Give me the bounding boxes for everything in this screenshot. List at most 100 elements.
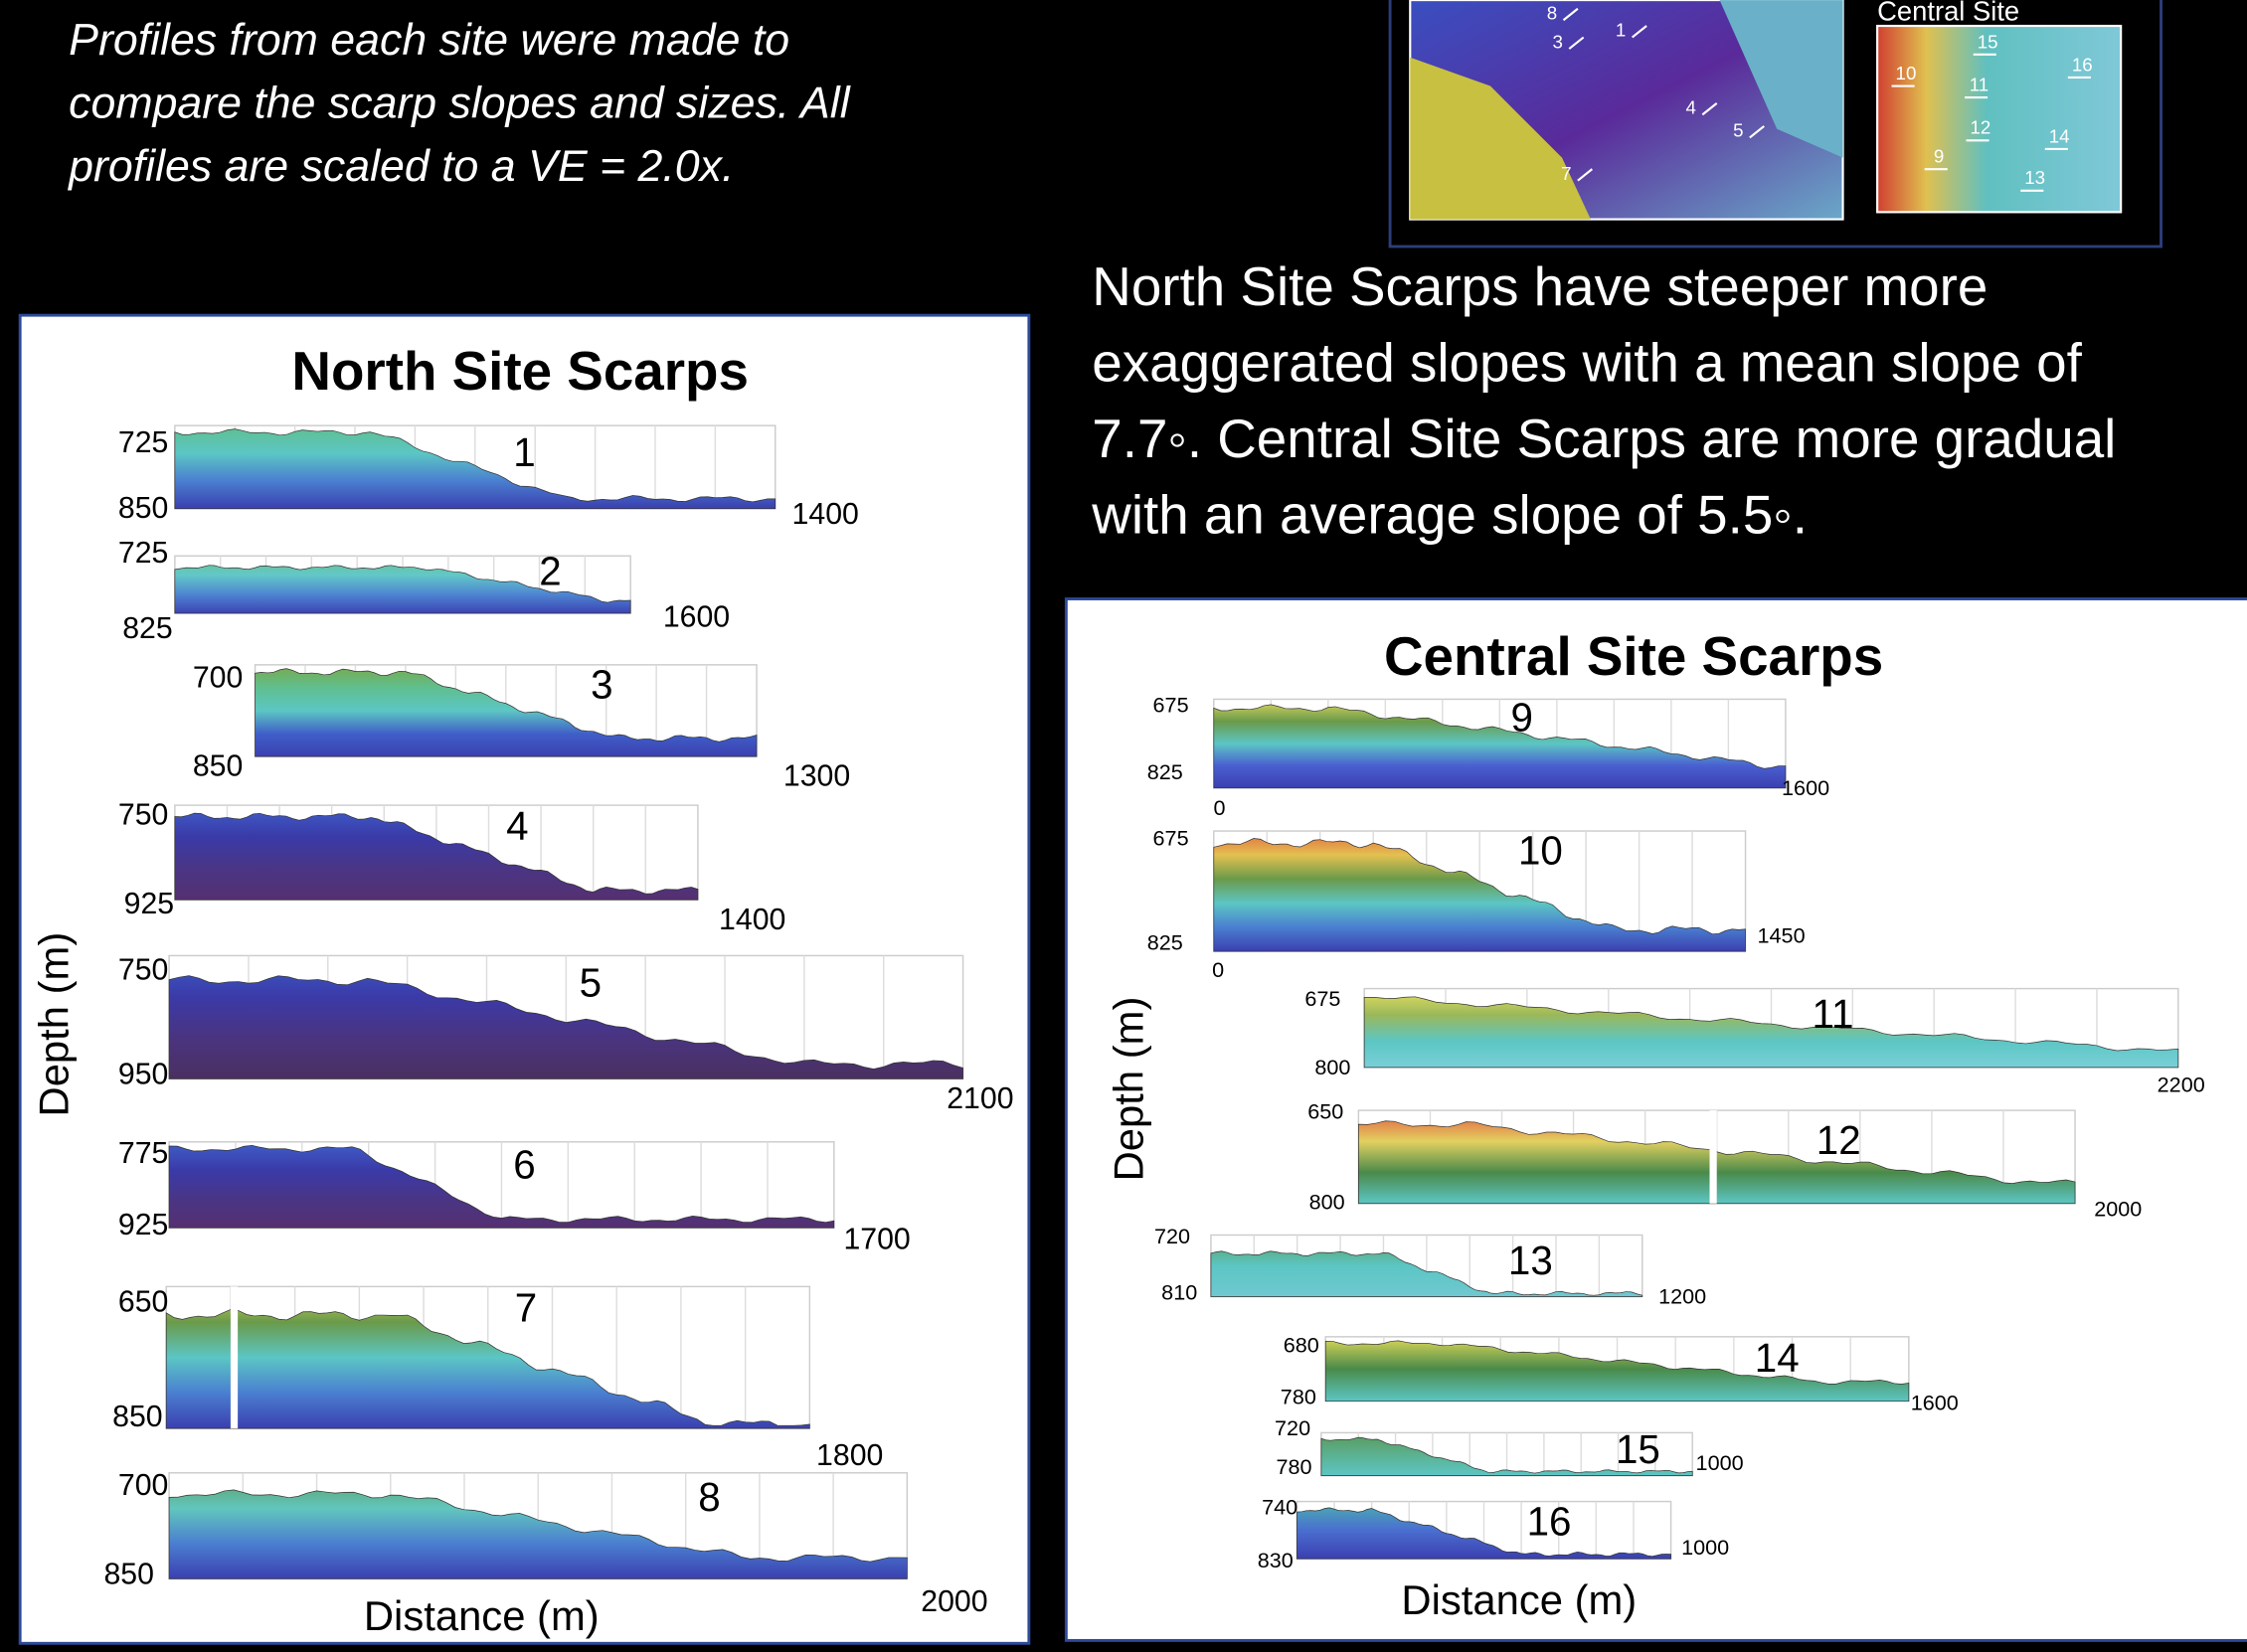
profile-number: 5: [580, 959, 602, 1005]
profile: [1364, 989, 2178, 1068]
map-label: 3: [1553, 31, 1563, 52]
profile-number: 14: [1755, 1335, 1800, 1381]
depth-bottom-label: 825: [122, 612, 172, 645]
depth-top-label: 725: [118, 537, 168, 570]
map-label: 1: [1616, 20, 1626, 41]
profile-number: 12: [1816, 1117, 1861, 1163]
map-label: 15: [1978, 31, 1998, 52]
profile-number: 6: [513, 1141, 535, 1187]
depth-top-label: 750: [118, 799, 168, 832]
depth-top-label: 750: [118, 953, 168, 986]
map-inset-title: Central Site: [1877, 0, 2019, 26]
distance-end-label: 2100: [947, 1082, 1013, 1115]
map-label: 10: [1896, 63, 1917, 83]
depth-bottom-label: 780: [1281, 1385, 1316, 1409]
profile: [256, 665, 757, 756]
map-label: 5: [1733, 120, 1743, 141]
depth-top-label: 720: [1275, 1415, 1310, 1440]
depth-bottom-label: 850: [193, 750, 243, 783]
distance-end-label: 2200: [2158, 1072, 2205, 1096]
depth-top-label: 725: [118, 426, 168, 459]
distance-start-label: 0: [1212, 957, 1224, 982]
y-axis-label: Depth (m): [1106, 997, 1152, 1182]
depth-bottom-label: 925: [118, 1209, 168, 1241]
depth-top-label: 650: [1307, 1099, 1343, 1124]
profile-number: 15: [1616, 1426, 1660, 1472]
distance-end-label: 1400: [792, 498, 859, 531]
map-label: 13: [2024, 167, 2045, 188]
map-label: 12: [1970, 117, 1990, 138]
profile: [1211, 1235, 1642, 1296]
profile: [169, 955, 962, 1078]
depth-top-label: 675: [1153, 825, 1189, 850]
map-label: 14: [2049, 125, 2070, 146]
depth-top-label: 675: [1153, 692, 1189, 717]
distance-end-label: 1200: [1658, 1284, 1706, 1309]
profile-number: 13: [1508, 1238, 1553, 1283]
distance-end-label: 1300: [783, 760, 850, 793]
distance-end-label: 1400: [719, 904, 785, 936]
depth-bottom-label: 780: [1276, 1454, 1311, 1479]
depth-bottom-label: 950: [118, 1059, 168, 1091]
profile: [169, 1473, 907, 1579]
summary-line: exaggerated slopes with a mean slope of: [1092, 332, 2082, 394]
distance-end-label: 1800: [816, 1439, 883, 1472]
page: {"intro":{"lines":["Profiles from each s…: [0, 0, 2247, 1652]
distance-end-label: 1600: [663, 601, 730, 634]
distance-start-label: 0: [1214, 795, 1226, 820]
profile-number: 2: [539, 549, 561, 594]
intro-line: compare the scarp slopes and sizes. All: [69, 80, 851, 128]
profile: [1296, 1502, 1670, 1560]
profile: [166, 1286, 809, 1428]
profile-number: 16: [1527, 1498, 1572, 1544]
depth-bottom-label: 925: [124, 888, 174, 920]
data-gap: [1710, 1110, 1717, 1204]
distance-end-label: 1000: [1681, 1535, 1729, 1560]
depth-bottom-label: 850: [118, 492, 168, 525]
depth-bottom-label: 800: [1309, 1189, 1345, 1214]
depth-top-label: 720: [1154, 1224, 1190, 1248]
profile: [169, 1142, 834, 1228]
map-label: 8: [1547, 2, 1557, 23]
map-label: 7: [1561, 163, 1571, 184]
profile: [175, 425, 776, 509]
intro-line: Profiles from each site were made to: [69, 16, 789, 65]
profile: [175, 805, 698, 900]
depth-bottom-label: 810: [1161, 1279, 1197, 1304]
profile-number: 10: [1518, 828, 1563, 874]
panel-title: Central Site Scarps: [1384, 625, 1883, 687]
distance-end-label: 1000: [1696, 1450, 1744, 1475]
depth-top-label: 700: [118, 1469, 168, 1502]
depth-bottom-label: 850: [103, 1559, 153, 1591]
map-label: 16: [2072, 54, 2093, 75]
x-axis-label: Distance (m): [364, 1592, 600, 1639]
depth-top-label: 680: [1284, 1333, 1319, 1358]
profile-number: 9: [1510, 695, 1532, 741]
profile-number: 3: [591, 662, 612, 708]
map-figure: [1390, 0, 2161, 247]
profile-number: 11: [1813, 991, 1854, 1037]
profile: [1358, 1110, 2075, 1204]
distance-end-label: 1450: [1758, 922, 1806, 947]
depth-bottom-label: 850: [112, 1401, 162, 1433]
profile-number: 8: [698, 1474, 720, 1520]
summary-line: North Site Scarps have steeper more: [1092, 255, 1988, 317]
summary-line: with an average slope of 5.5◦.: [1091, 483, 1808, 545]
profile-number: 7: [515, 1285, 537, 1331]
x-axis-label: Distance (m): [1401, 1576, 1637, 1623]
distance-end-label: 1600: [1911, 1390, 1959, 1414]
depth-bottom-label: 800: [1314, 1055, 1350, 1079]
y-axis-label: Depth (m): [31, 932, 78, 1117]
depth-bottom-label: 830: [1258, 1548, 1294, 1572]
depth-top-label: 700: [193, 661, 243, 694]
profile: [1214, 831, 1746, 951]
depth-top-label: 650: [118, 1286, 168, 1319]
distance-end-label: 2000: [921, 1585, 987, 1618]
profile: [1214, 699, 1786, 787]
depth-bottom-label: 825: [1147, 759, 1183, 784]
depth-top-label: 675: [1304, 986, 1340, 1011]
map-label: 9: [1934, 146, 1944, 167]
profile: [1325, 1337, 1909, 1402]
map-label: 11: [1970, 75, 1988, 95]
panel-title: North Site Scarps: [291, 340, 749, 402]
